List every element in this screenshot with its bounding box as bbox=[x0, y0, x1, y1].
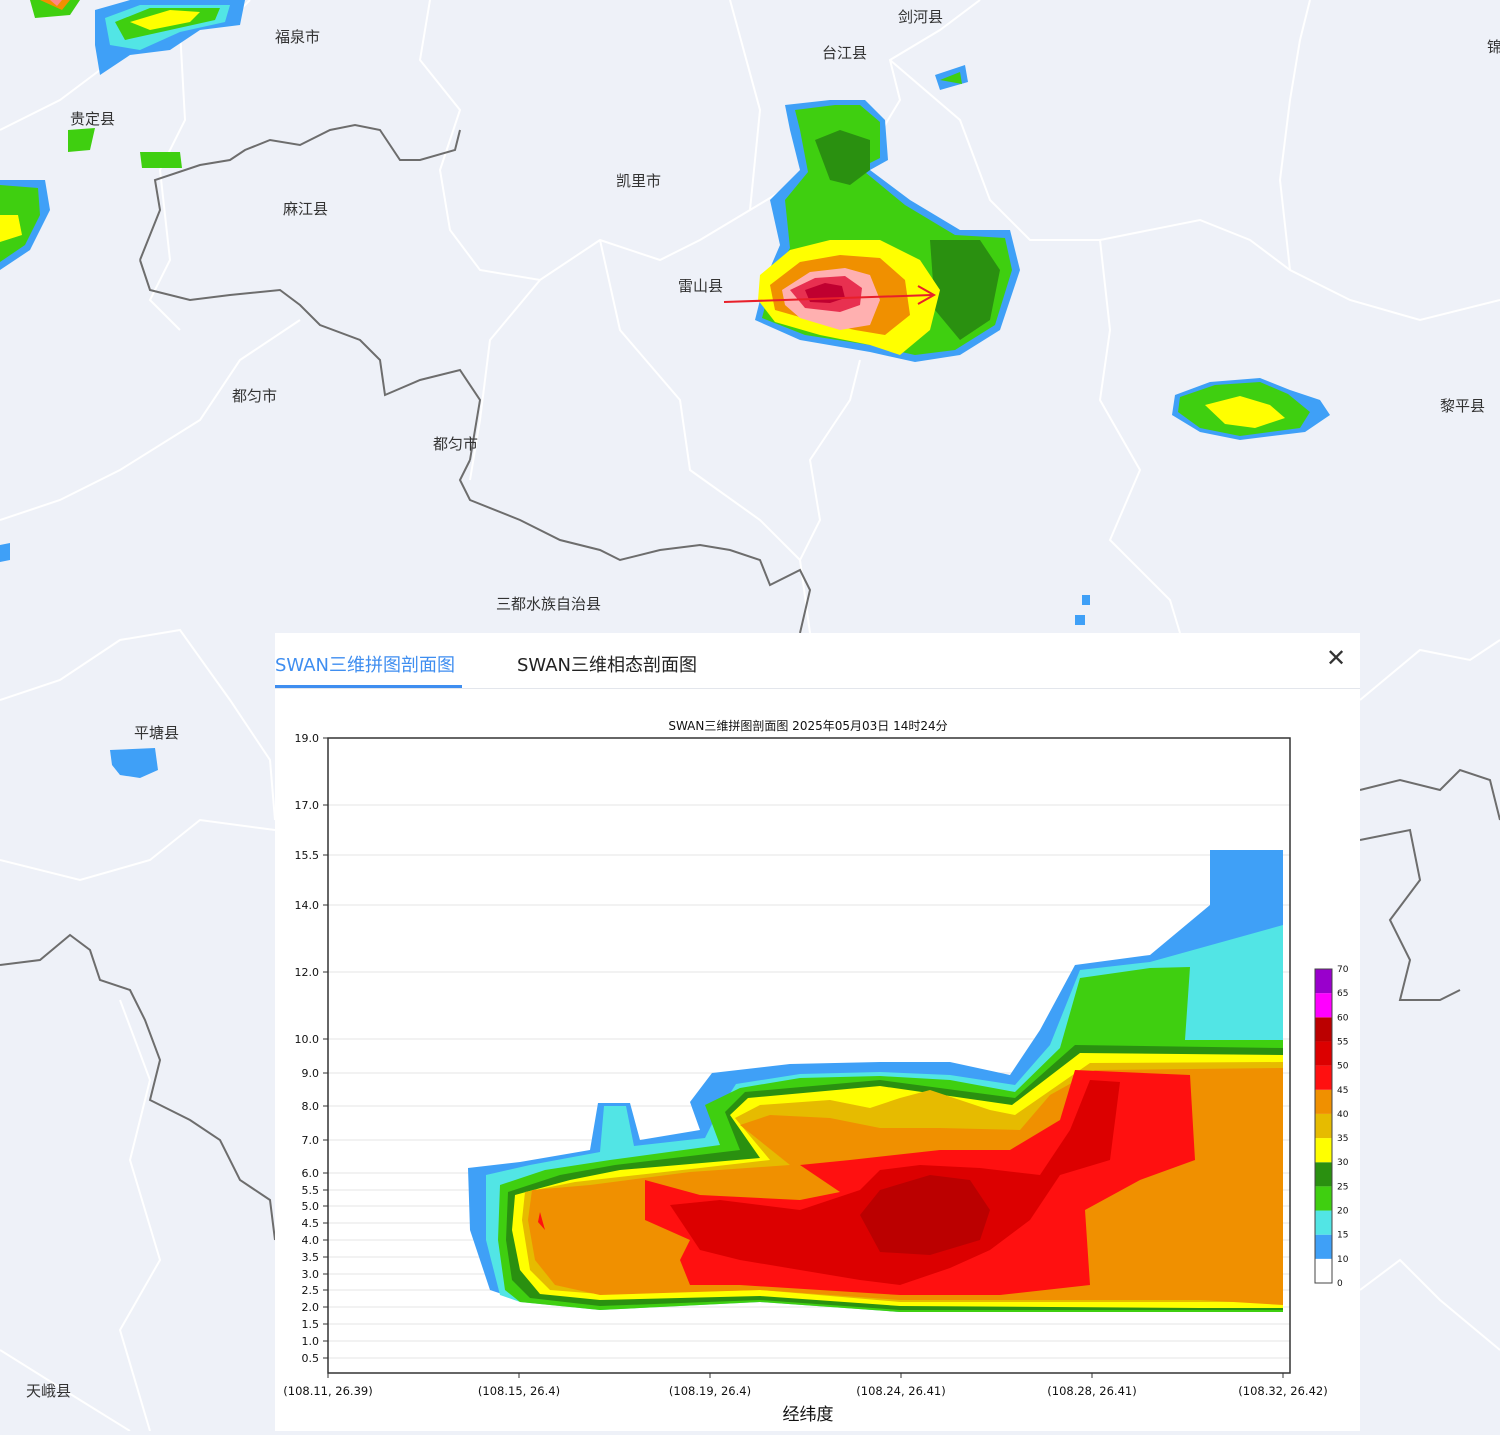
y-tick-label: 2.0 bbox=[302, 1301, 320, 1314]
y-tick-label: 15.5 bbox=[295, 849, 320, 862]
reflectivity-layer-45dbz bbox=[538, 1212, 545, 1230]
prefecture-boundaries bbox=[0, 123, 1500, 1241]
city-label-guiding: 贵定县 bbox=[70, 110, 116, 128]
close-button[interactable]: ✕ bbox=[1325, 644, 1347, 672]
colorbar-swatch bbox=[1315, 1113, 1332, 1139]
colorbar-swatch bbox=[1315, 1017, 1332, 1042]
tab-swan-phase-profile[interactable]: SWAN三维相态剖面图 bbox=[517, 655, 698, 676]
colorbar-tick-label: 35 bbox=[1337, 1134, 1348, 1144]
reflectivity-layer-50dbz bbox=[670, 1080, 1120, 1285]
colorbar-swatch bbox=[1315, 1065, 1332, 1090]
colorbar-tick-label: 20 bbox=[1337, 1207, 1349, 1217]
colorbar-tick-label: 65 bbox=[1337, 989, 1348, 999]
y-tick-label: 4.0 bbox=[302, 1234, 320, 1247]
colorbar-legend: 0 10 15 20 25 30 35 40 45 50 55 60 65 70 bbox=[1314, 965, 1349, 1289]
x-tick-label: (108.15, 26.4) bbox=[478, 1384, 560, 1398]
y-axis: 0.5 1.0 1.5 2.0 2.5 3.0 3.5 4.0 4.5 5.0 5.5 6.0 7.0 8… bbox=[295, 732, 328, 1365]
y-tick-label: 12.0 bbox=[295, 966, 320, 979]
colorbar-swatch bbox=[1315, 1138, 1332, 1163]
x-axis: (108.11, 26.39) (108.15, 26.4) (108.19, 26… bbox=[283, 1373, 1328, 1398]
y-tick-label: 3.5 bbox=[302, 1251, 320, 1264]
y-tick-label: 14.0 bbox=[295, 899, 320, 912]
y-tick-label: 10.0 bbox=[295, 1033, 320, 1046]
colorbar-swatch bbox=[1315, 1089, 1332, 1114]
colorbar-tick-label: 60 bbox=[1337, 1013, 1349, 1023]
x-tick-label: (108.32, 26.42) bbox=[1238, 1384, 1327, 1398]
y-tick-label: 6.0 bbox=[302, 1167, 320, 1180]
y-tick-label: 8.0 bbox=[302, 1100, 320, 1113]
colorbar-tick-label: 15 bbox=[1337, 1231, 1348, 1241]
colorbar-tick-label: 45 bbox=[1337, 1086, 1348, 1096]
y-tick-label: 2.5 bbox=[302, 1284, 320, 1297]
colorbar-swatch bbox=[1315, 1186, 1332, 1211]
colorbar-tick-label: 55 bbox=[1337, 1037, 1348, 1047]
y-tick-label: 1.0 bbox=[302, 1335, 320, 1348]
colorbar-frame bbox=[1314, 968, 1333, 1284]
city-label-duyun-2: 都匀市 bbox=[433, 435, 479, 453]
y-tick-label: 1.5 bbox=[302, 1318, 320, 1331]
y-tick-label: 9.0 bbox=[302, 1067, 320, 1080]
tab-divider bbox=[275, 688, 1360, 689]
x-tick-label: (108.28, 26.41) bbox=[1047, 1384, 1136, 1398]
x-tick-label: (108.19, 26.4) bbox=[669, 1384, 751, 1398]
city-label-fuquan: 福泉市 bbox=[275, 28, 321, 46]
city-label-taijiang: 台江县 bbox=[822, 44, 868, 62]
city-label-jianhe: 剑河县 bbox=[898, 8, 944, 26]
colorbar-swatch bbox=[1315, 993, 1332, 1018]
x-axis-label: 经纬度 bbox=[783, 1405, 834, 1425]
profile-chart: SWAN三维拼图剖面图 2025年05月03日 14时24分 0.5 1.0 1.5… bbox=[283, 719, 1349, 1425]
cross-section-arrow[interactable] bbox=[723, 285, 937, 305]
colorbar-tick-label: 50 bbox=[1337, 1062, 1349, 1072]
colorbar-swatch bbox=[1315, 1234, 1332, 1259]
city-label-majiang: 麻江县 bbox=[283, 200, 329, 218]
colorbar-swatch bbox=[1315, 1258, 1332, 1283]
colorbar-tick-label: 30 bbox=[1337, 1158, 1349, 1168]
radar-echoes bbox=[0, 0, 1330, 778]
y-tick-label: 0.5 bbox=[302, 1352, 320, 1365]
y-tick-label: 5.0 bbox=[302, 1200, 320, 1213]
city-label-sandu: 三都水族自治县 bbox=[496, 595, 602, 613]
plot-frame bbox=[327, 737, 1291, 1374]
city-label-kaili: 凯里市 bbox=[616, 172, 662, 190]
cross-section-panel: SWAN三维拼图剖面图 SWAN三维相态剖面图 ✕ SWAN三维拼图剖面图 20… bbox=[275, 633, 1360, 1431]
colorbar-tick-label: 40 bbox=[1337, 1110, 1349, 1120]
y-tick-label: 3.0 bbox=[302, 1268, 320, 1281]
y-tick-label: 7.0 bbox=[302, 1134, 320, 1147]
colorbar-swatch bbox=[1315, 1041, 1332, 1066]
city-label-pingtang: 平塘县 bbox=[134, 724, 180, 742]
tab-swan-mosaic-profile[interactable]: SWAN三维拼图剖面图 bbox=[275, 655, 456, 676]
colorbar-swatch bbox=[1315, 1162, 1332, 1187]
city-label-tiane: 天峨县 bbox=[26, 1382, 72, 1400]
reflectivity-layer-55dbz bbox=[860, 1175, 990, 1255]
reflectivity-layers bbox=[468, 850, 1283, 1312]
colorbar-tick-label: 70 bbox=[1337, 965, 1349, 975]
x-tick-label: (108.24, 26.41) bbox=[856, 1384, 945, 1398]
colorbar-swatch bbox=[1315, 969, 1332, 994]
city-label-duyun-1: 都匀市 bbox=[232, 387, 278, 405]
colorbar-tick-label: 25 bbox=[1337, 1182, 1348, 1192]
city-label-liping: 黎平县 bbox=[1440, 397, 1486, 415]
y-tick-label: 19.0 bbox=[295, 732, 320, 745]
y-tick-label: 17.0 bbox=[295, 799, 320, 812]
colorbar-swatch bbox=[1315, 1210, 1332, 1235]
active-tab-indicator bbox=[275, 685, 462, 688]
y-tick-label: 5.5 bbox=[302, 1184, 320, 1197]
colorbar-tick-label: 10 bbox=[1337, 1255, 1349, 1265]
city-label-leishan: 雷山县 bbox=[678, 277, 724, 295]
city-label-jin: 锦 bbox=[1487, 38, 1500, 56]
y-tick-label: 4.5 bbox=[302, 1217, 320, 1230]
colorbar-tick-label: 0 bbox=[1337, 1279, 1343, 1289]
chart-title: SWAN三维拼图剖面图 2025年05月03日 14时24分 bbox=[668, 719, 947, 733]
x-tick-label: (108.11, 26.39) bbox=[283, 1384, 372, 1398]
